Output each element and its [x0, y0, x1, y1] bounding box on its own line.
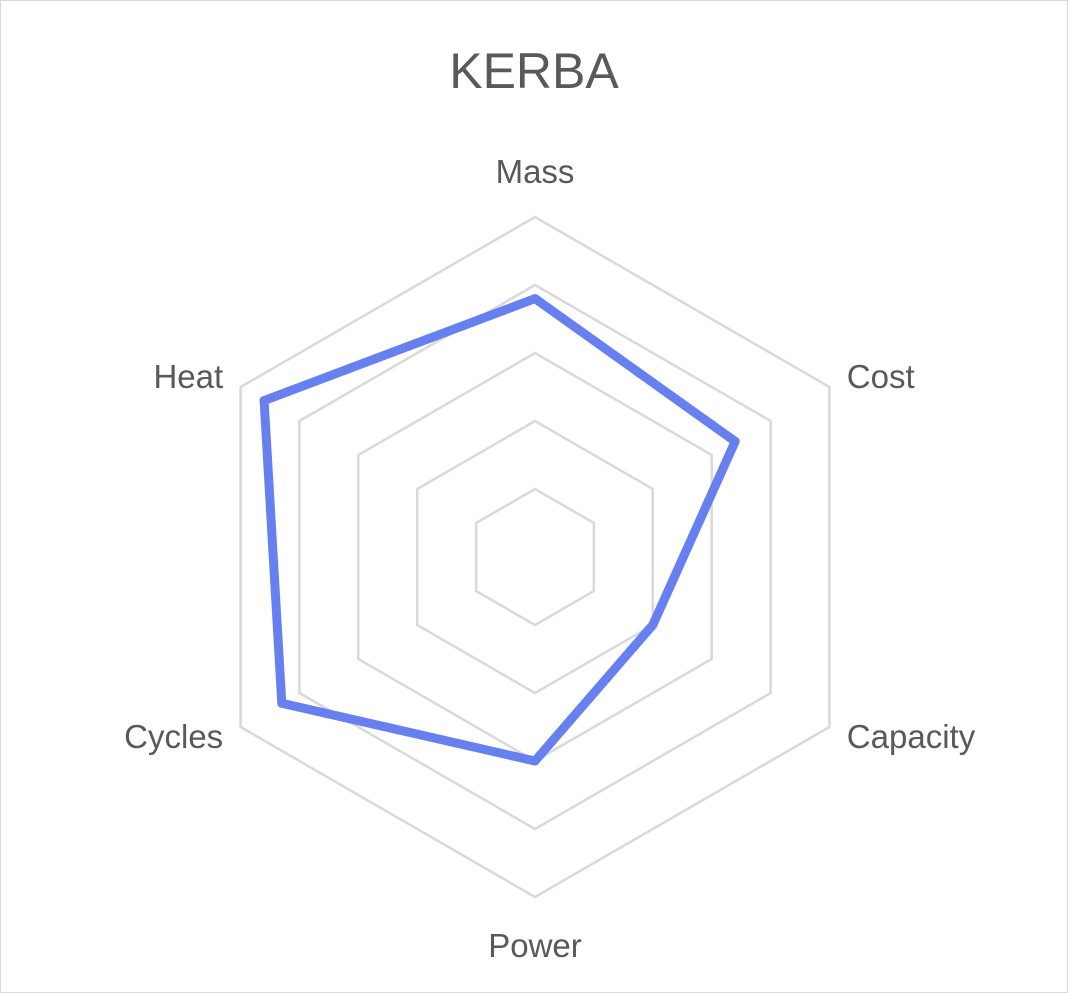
- axis-label-capacity: Capacity: [847, 718, 976, 755]
- axis-label-cycles: Cycles: [124, 718, 223, 755]
- axis-label-power: Power: [488, 927, 582, 964]
- grid-ring-1: [474, 487, 596, 627]
- axis-label-mass: Mass: [496, 153, 575, 190]
- axis-label-heat: Heat: [153, 358, 223, 395]
- axis-label-cost: Cost: [847, 358, 915, 395]
- data-point-capacity: [648, 620, 658, 630]
- grid-ring-3: [357, 351, 713, 763]
- grid-ring-5: [239, 215, 831, 899]
- grid-ring-4: [298, 283, 772, 831]
- chart-title: KERBA: [449, 43, 619, 99]
- data-point-cost: [730, 436, 740, 446]
- data-point-mass: [530, 294, 540, 304]
- data-point-heat: [259, 396, 269, 406]
- axis-labels: Mass Cost Capacity Power Cycles Heat: [124, 153, 976, 964]
- radar-grid: [239, 215, 831, 899]
- series-line-0: [259, 294, 740, 766]
- data-point-power: [530, 756, 540, 766]
- data-point-cycles: [277, 698, 287, 708]
- data-series: [259, 294, 740, 766]
- grid-ring-2: [415, 419, 655, 695]
